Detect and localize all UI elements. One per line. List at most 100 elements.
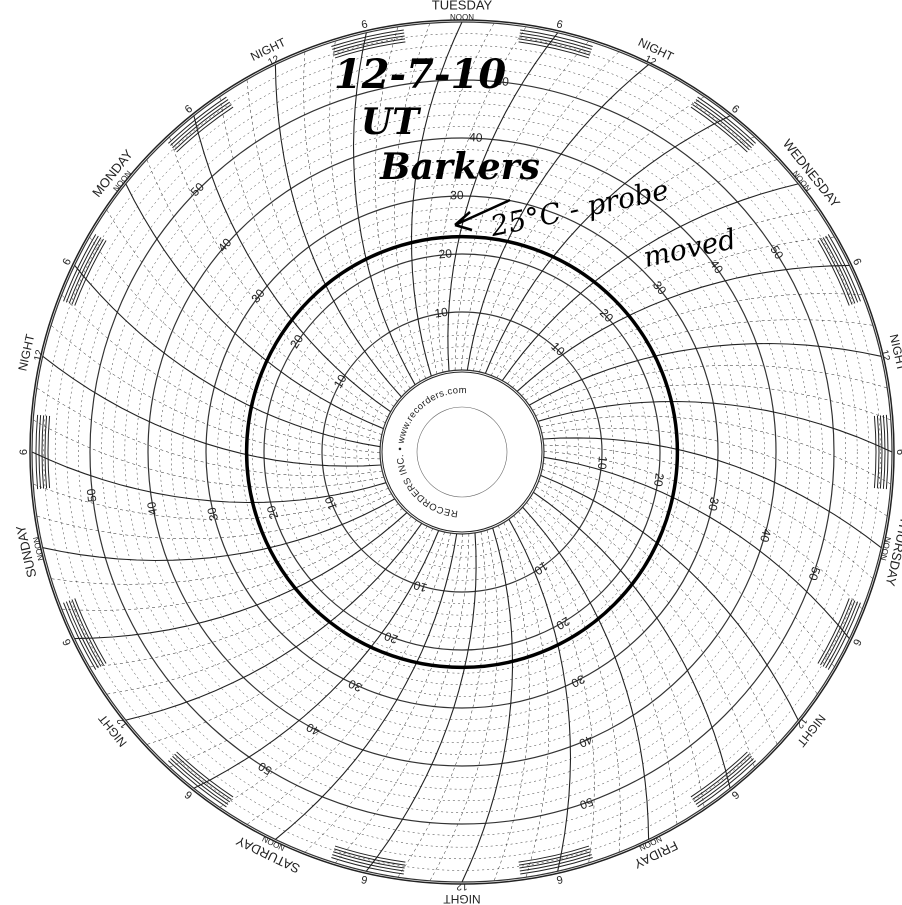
scale-label: 20 (382, 629, 400, 647)
rim-bar (822, 600, 856, 667)
time-line (479, 96, 705, 372)
hour-label: 6 (850, 257, 863, 268)
time-line (146, 526, 428, 745)
time-line (543, 456, 850, 639)
rim-bar (172, 101, 231, 149)
trace (244, 234, 680, 670)
time-line (490, 136, 755, 376)
time-line (513, 515, 595, 863)
time-line (246, 79, 398, 402)
rim-bar (825, 235, 859, 303)
ring (275, 265, 649, 639)
time-line (542, 437, 882, 549)
rim-bar (693, 755, 752, 803)
rim-bar (697, 760, 756, 808)
time-line (521, 293, 863, 396)
ring (78, 68, 846, 836)
ring (368, 358, 556, 546)
ring (298, 288, 626, 616)
rim-bar (331, 857, 404, 875)
time-line (125, 183, 384, 430)
day-label: TUESDAY (432, 0, 493, 12)
time-line (461, 527, 514, 883)
time-line (532, 364, 888, 411)
time-line (501, 183, 799, 381)
grid (29, 19, 895, 885)
time-line (541, 427, 888, 517)
ring (344, 334, 580, 570)
ring (147, 137, 777, 767)
scale-label: 50 (84, 488, 99, 503)
time-line (543, 444, 874, 579)
time-line (275, 533, 458, 840)
rim-bar (827, 602, 861, 670)
handwritten-note: UT (361, 101, 421, 143)
rim-bar (827, 234, 861, 302)
rim-bar (692, 753, 750, 800)
rim-bar (174, 753, 232, 800)
hour-label: 6 (61, 257, 74, 268)
scale-label: 30 (204, 506, 221, 523)
time-line (335, 533, 470, 864)
ring (356, 346, 568, 558)
time-line (535, 384, 891, 421)
rim-bar (519, 854, 592, 872)
handwritten-arrow (454, 198, 511, 232)
time-line (246, 533, 451, 825)
ring (101, 91, 823, 813)
rim-bar (518, 41, 590, 59)
time-line (89, 236, 381, 441)
scale-label: 10 (412, 578, 429, 595)
time-line (169, 528, 434, 768)
rim-bar (822, 237, 856, 304)
ring (240, 230, 684, 674)
rim-bar (690, 751, 748, 798)
time-line (106, 209, 382, 435)
ring (89, 79, 835, 825)
rim-bar (820, 238, 853, 305)
time-line (146, 159, 386, 424)
rim-bar (170, 99, 229, 146)
scale-label: 20 (553, 614, 572, 633)
time-line (540, 474, 799, 721)
rim-bar (518, 38, 591, 56)
rim-bar (333, 848, 406, 866)
ring (182, 172, 742, 732)
time-line (512, 236, 835, 388)
time-line (74, 265, 381, 448)
time-line (454, 40, 589, 371)
ring (66, 56, 858, 848)
time-line (533, 491, 731, 789)
time-line (522, 506, 650, 840)
rim-bar (519, 851, 591, 869)
ring (205, 195, 719, 709)
rim-bar (690, 106, 748, 153)
time-line (193, 115, 391, 413)
ring (310, 300, 614, 604)
scale-label: 10 (595, 456, 610, 471)
rim-bar (168, 760, 227, 808)
time-line (219, 532, 445, 808)
time-line (193, 530, 440, 789)
scale-label: 40 (577, 732, 595, 750)
time-line (365, 532, 477, 872)
rim-bar (519, 32, 592, 50)
time-line (304, 533, 464, 853)
time-line (33, 483, 389, 520)
time-line (540, 415, 891, 485)
rim-bar (63, 602, 97, 670)
rim-bar (35, 414, 39, 490)
time-line (397, 531, 487, 878)
rim-bar (172, 755, 231, 803)
rim-bar (74, 240, 107, 306)
rim-bar (332, 854, 405, 872)
rim-bar (879, 415, 883, 489)
time-line (352, 32, 416, 385)
rim-bar (520, 857, 593, 875)
time-line (50, 325, 381, 460)
time-line (51, 503, 399, 585)
ring (136, 126, 788, 778)
time-line (508, 519, 572, 872)
time-line (410, 21, 463, 377)
outer-rim (29, 19, 895, 885)
